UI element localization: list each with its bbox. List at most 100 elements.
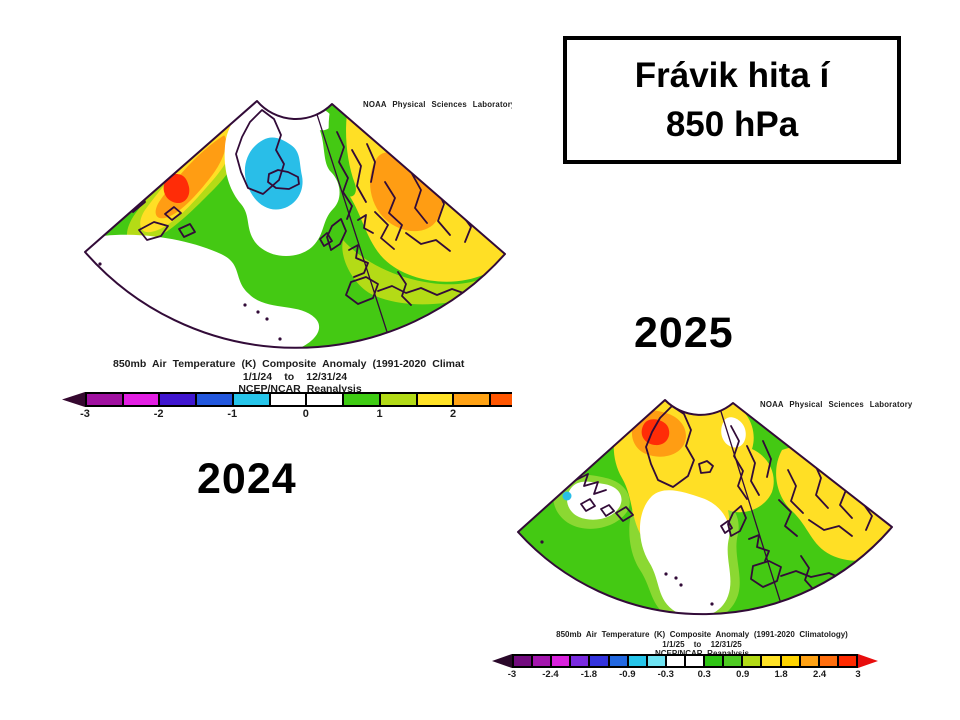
colorbar-segment	[514, 656, 534, 666]
colorbar-segment	[800, 656, 820, 666]
colorbar-segment	[819, 656, 839, 666]
title-box: Frávik hita í 850 hPa	[563, 36, 901, 164]
map-caption-title: 850mb Air Temperature (K) Composite Anom…	[113, 358, 465, 370]
iceland-coast	[698, 460, 714, 474]
colorbar-segment	[571, 656, 591, 666]
canada-coast	[575, 473, 607, 495]
noaa-credit: NOAA Physical Sciences Laboratory	[363, 100, 512, 109]
iberia-coast	[750, 560, 782, 588]
labrador-islands	[580, 498, 634, 522]
island-dots	[540, 540, 714, 606]
neutral-anomaly-central	[640, 490, 731, 615]
norway-coast	[336, 131, 353, 220]
colorbar-tick-label: -1.8	[580, 669, 598, 680]
colorbar-segment	[705, 656, 725, 666]
year-label-2025: 2025	[634, 309, 734, 357]
colorbar-left-arrow	[492, 654, 512, 668]
colorbar-segment	[533, 656, 553, 666]
colorbar-segment	[491, 394, 512, 405]
colorbar-segment	[762, 656, 782, 666]
cold-anomaly-region	[244, 137, 303, 210]
colorbar-body	[512, 654, 858, 668]
colorbar-right-arrow	[858, 654, 878, 668]
colorbar-tick-label: 1.8	[774, 669, 788, 680]
temperature-anomaly-map-2024	[84, 100, 506, 349]
colorbar-tick-label: 2	[450, 408, 457, 420]
colorbar-tick-label: -0.9	[619, 669, 636, 680]
map-caption-daterange: 1/1/25 to 12/31/25	[662, 640, 742, 649]
scandinavia-borders	[746, 440, 772, 496]
colorbar-segment	[87, 394, 124, 405]
figure-2024: NOAA Physical Sciences Laboratory 850mb …	[60, 92, 512, 430]
colorbar-tick-label: 0.3	[697, 669, 711, 680]
colorbar-segment	[628, 656, 648, 666]
iberia-coast	[345, 276, 379, 305]
colorbar-segment	[666, 656, 686, 666]
europe-coast	[348, 214, 374, 278]
colorbar-segment	[838, 656, 856, 666]
colorbar-segment	[233, 394, 271, 405]
map-outline	[517, 399, 893, 616]
colorbar-segment	[781, 656, 801, 666]
colorbar-tick-label: 0.9	[736, 669, 750, 680]
noaa-credit: NOAA Physical Sciences Laboratory	[760, 400, 913, 409]
colorbar-tick-label: 3	[855, 669, 861, 680]
year-label-2024: 2024	[197, 455, 297, 503]
colorbar-segment	[307, 394, 345, 405]
colorbar-tick-label: 1	[376, 408, 383, 420]
colorbar-segment	[380, 394, 418, 405]
figure-2025: NOAA Physical Sciences Laboratory 850mb …	[480, 392, 950, 692]
colorbar-segment	[270, 394, 308, 405]
colorbar-segment	[344, 394, 381, 405]
colorbar-tick-label: -3	[80, 408, 90, 420]
title-line-1: Frávik hita í	[634, 56, 830, 95]
greenland-coast	[235, 109, 285, 195]
iceland-coast	[267, 169, 300, 190]
uk-coast	[720, 505, 747, 537]
colorbar-segment	[454, 394, 492, 405]
colorbar-segment	[417, 394, 455, 405]
scandinavia-borders	[351, 143, 376, 203]
norway-coast	[730, 425, 748, 500]
temperature-anomaly-map-2025	[517, 399, 893, 616]
colorbar-segment	[724, 656, 744, 666]
colorbar-tick-label: -0.3	[657, 669, 674, 680]
colorbar-segment	[609, 656, 629, 666]
colorbar-segment	[123, 394, 161, 405]
neutral-anomaly-west	[567, 481, 622, 520]
europe-borders	[374, 151, 472, 252]
colorbar-tick-label: -2	[153, 408, 164, 420]
map-caption-daterange: 1/1/24 to 12/31/24	[242, 371, 348, 383]
map-caption-source: NCEP/NCAR Reanalysis	[480, 649, 924, 658]
island-dots	[98, 262, 282, 341]
colorbar-tick-label: 0	[302, 408, 309, 420]
map-caption-title: 850mb Air Temperature (K) Composite Anom…	[556, 630, 848, 639]
colorbar-segment	[552, 656, 572, 666]
europe-borders	[778, 447, 873, 537]
colorbar-segment	[647, 656, 667, 666]
colorbar-left-arrow	[62, 392, 85, 407]
title-line-2: 850 hPa	[665, 105, 799, 144]
colorbar-segment	[685, 656, 706, 666]
colorbar-segment	[160, 394, 198, 405]
map-outline	[84, 100, 506, 349]
colorbar-segment	[197, 394, 234, 405]
anomaly-colorbar-2025: -3 -2.4 -1.8 -0.9 -0.3 0.3 0.9 1.8 2.4 3	[492, 654, 878, 680]
coastlines	[575, 405, 874, 590]
colorbar-segment	[590, 656, 610, 666]
meridian-line	[312, 101, 389, 336]
warm-anomaly-hotspot	[163, 174, 190, 204]
colorbar-ticks: -3 -2 -1 0 1 2	[80, 407, 512, 423]
anomaly-colorbar-2024: -3 -2 -1 0 1 2	[62, 392, 512, 420]
meridian-line	[717, 401, 783, 608]
colorbar-tick-label: -2.4	[542, 669, 559, 680]
colorbar-ticks: -3 -2.4 -1.8 -0.9 -0.3 0.3 0.9 1.8 2.4 3	[508, 668, 861, 684]
colorbar-tick-label: -1	[227, 408, 238, 420]
baffin-islands	[138, 206, 196, 241]
cold-anomaly-speck	[562, 491, 572, 501]
colorbar-segment	[743, 656, 763, 666]
colorbar-tick-label: -3	[507, 669, 517, 680]
uk-coast	[319, 218, 347, 251]
colorbar-body	[85, 392, 512, 407]
